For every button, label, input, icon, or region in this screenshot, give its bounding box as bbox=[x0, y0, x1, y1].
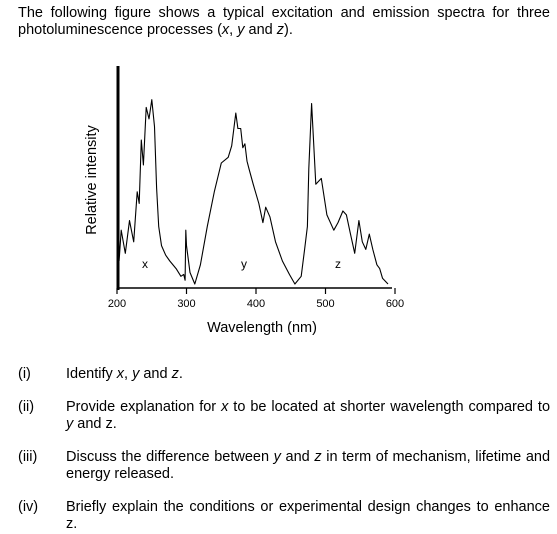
x-tick-label: 400 bbox=[247, 298, 265, 310]
intro-sep-2: and bbox=[244, 22, 277, 38]
question-number: (iii) bbox=[18, 449, 38, 465]
x-tick-label: 500 bbox=[316, 298, 334, 310]
peak-label-y: y bbox=[241, 257, 247, 271]
intro-text-1: The following figure shows a typical exc… bbox=[18, 5, 550, 38]
question-number: (iv) bbox=[18, 499, 39, 515]
question-number: (i) bbox=[18, 366, 31, 382]
intro-var-z: z bbox=[276, 22, 284, 38]
intro-sep-1: , bbox=[229, 22, 238, 38]
y-axis-label: Relative intensity bbox=[84, 124, 100, 234]
x-axis-label: Wavelength (nm) bbox=[207, 320, 317, 336]
question-text: Discuss the difference between y and z i… bbox=[66, 449, 551, 482]
peak-label-x: x bbox=[142, 257, 148, 271]
x-tick-label: 600 bbox=[386, 298, 404, 310]
x-tick-label: 200 bbox=[108, 298, 126, 310]
intro-var-x: x bbox=[221, 22, 230, 38]
question-text: Briefly explain the conditions or experi… bbox=[66, 499, 550, 532]
x-ticks: 200 300 400 500 600 bbox=[108, 288, 404, 310]
peak-label-z: z bbox=[335, 257, 341, 271]
intro-paragraph: The following figure shows a typical exc… bbox=[18, 5, 550, 39]
intro-var-y: y bbox=[237, 22, 245, 38]
question-number: (ii) bbox=[18, 399, 35, 415]
x-tick-label: 300 bbox=[177, 298, 195, 310]
spectrum-line bbox=[118, 99, 389, 285]
question-text: Provide explanation for x to be located … bbox=[66, 399, 551, 432]
question-text: Identify x, y and z. bbox=[66, 366, 183, 382]
intro-text-2: ). bbox=[283, 22, 293, 38]
